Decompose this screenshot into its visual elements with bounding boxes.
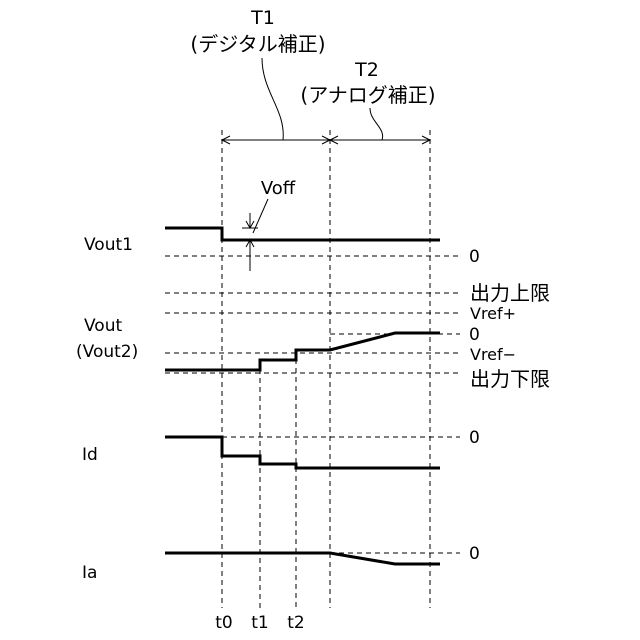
phase-t2-label: T2 [354, 59, 379, 81]
signal-label-vout1: Vout1 [84, 235, 133, 255]
level-label-output-lower: 出力下限 [470, 367, 550, 391]
level-label-vref-plus: Vref+ [470, 304, 516, 323]
id-waveform [165, 437, 440, 468]
vout-waveform [165, 333, 440, 370]
phase-t1-desc: (デジタル補正) [190, 32, 325, 56]
level-label-ia-zero: 0 [469, 544, 480, 564]
level-label-id-zero: 0 [469, 428, 480, 448]
signal-label-vout: Vout [84, 316, 122, 336]
voff-label: Voff [261, 178, 296, 199]
level-label-output-upper: 出力上限 [470, 281, 550, 305]
signal-label-ia: Ia [82, 563, 97, 583]
signal-label-id: Id [82, 445, 98, 465]
vout1-waveform [165, 228, 440, 240]
level-label-vout1-zero: 0 [469, 247, 480, 267]
time-label-t0: t0 [215, 613, 232, 633]
phase-t2-leader [370, 108, 383, 140]
time-label-t1: t1 [251, 613, 268, 633]
level-label-vout-zero: 0 [469, 325, 480, 345]
phase-t2-desc: (アナログ補正) [300, 83, 435, 107]
time-label-t2: t2 [287, 613, 304, 633]
phase-t1-leader [262, 58, 283, 140]
ia-waveform [165, 553, 440, 564]
signal-label-vout2: (Vout2) [76, 342, 138, 362]
phase-t1-label: T1 [250, 7, 275, 29]
level-label-vref-minus: Vref− [470, 345, 516, 364]
